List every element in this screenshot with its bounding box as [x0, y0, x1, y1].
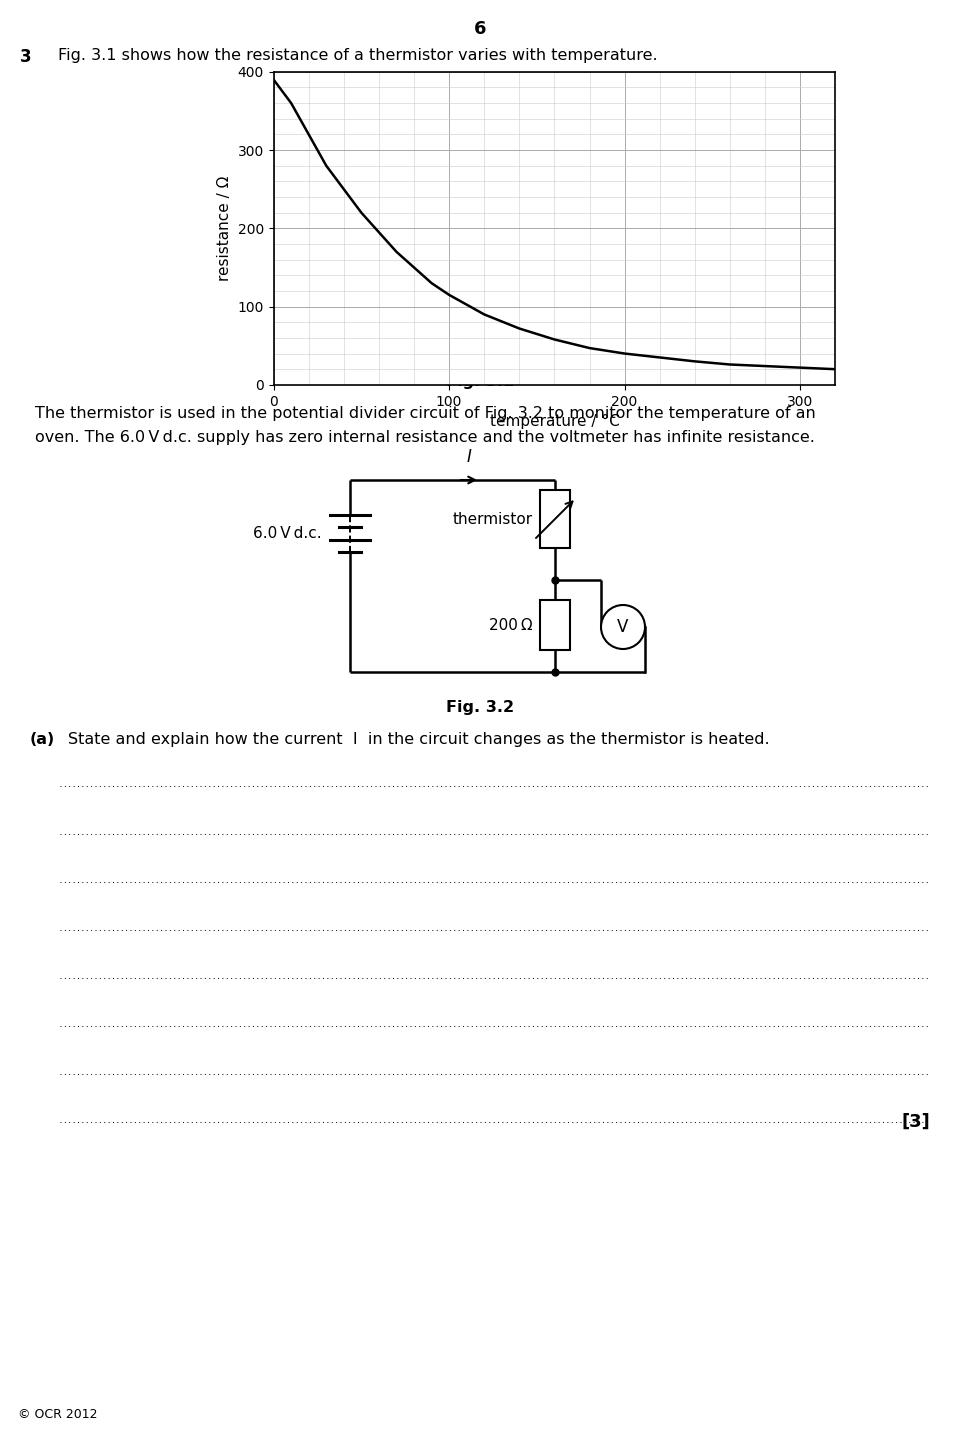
Bar [540, 600, 570, 651]
Circle shape [601, 605, 645, 649]
Y-axis label: resistance / Ω: resistance / Ω [217, 175, 232, 281]
Text: Fig. 3.1: Fig. 3.1 [446, 373, 514, 389]
Bar [540, 490, 570, 549]
Text: Fig. 3.1 shows how the resistance of a thermistor varies with temperature.: Fig. 3.1 shows how the resistance of a t… [58, 47, 658, 63]
X-axis label: temperature / °C: temperature / °C [490, 414, 619, 429]
Text: The thermistor is used in the potential divider circuit of Fig. 3.2 to monitor t: The thermistor is used in the potential … [35, 406, 816, 421]
Text: V: V [617, 617, 629, 636]
Text: 200 Ω: 200 Ω [490, 617, 533, 632]
Text: I: I [467, 448, 471, 467]
Text: State and explain how the current  I  in the circuit changes as the thermistor i: State and explain how the current I in t… [68, 732, 770, 747]
Text: 6.0 V d.c.: 6.0 V d.c. [253, 526, 322, 540]
Text: (a): (a) [30, 732, 56, 747]
Text: oven. The 6.0 V d.c. supply has zero internal resistance and the voltmeter has i: oven. The 6.0 V d.c. supply has zero int… [35, 429, 815, 445]
Text: © OCR 2012: © OCR 2012 [18, 1409, 98, 1422]
Text: 3: 3 [20, 47, 32, 66]
Text: Fig. 3.2: Fig. 3.2 [446, 699, 514, 715]
Text: [3]: [3] [901, 1113, 930, 1132]
Text: 6: 6 [473, 20, 487, 37]
Text: thermistor: thermistor [453, 511, 533, 527]
